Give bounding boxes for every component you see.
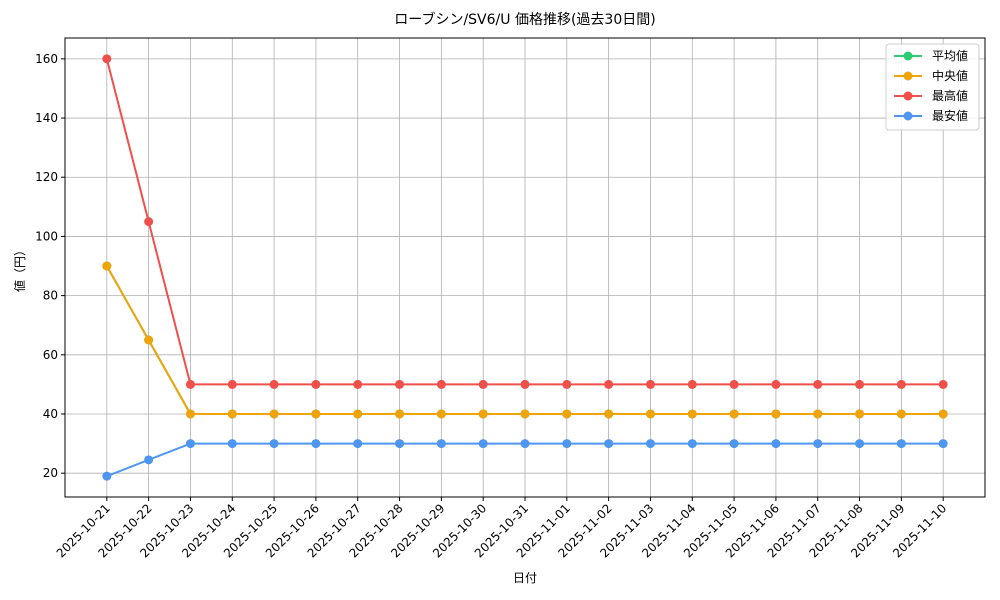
x-axis-label: 日付 [513,571,537,585]
data-point [269,439,279,449]
data-point [227,439,237,449]
legend-marker [903,71,913,81]
data-point [436,409,446,419]
y-tick-label: 80 [43,289,58,303]
data-point [813,439,823,449]
data-point [771,409,781,419]
data-point [395,409,405,419]
legend-box [885,43,980,131]
y-tick-label: 120 [35,170,58,184]
data-point [562,439,572,449]
data-point [771,439,781,449]
data-point [185,409,195,419]
data-point [520,409,530,419]
data-point [813,379,823,389]
data-point [604,379,614,389]
data-point [269,379,279,389]
data-point [395,379,405,389]
data-point [395,439,405,449]
y-axis-label: 値（円） [12,244,27,292]
legend-label: 最高値 [932,88,968,103]
data-point [896,439,906,449]
data-point [436,439,446,449]
data-point [604,439,614,449]
data-point [687,379,697,389]
data-point [353,379,363,389]
data-point [729,379,739,389]
data-point [311,439,321,449]
y-tick-label: 160 [35,52,58,66]
data-point [938,379,948,389]
data-point [478,379,488,389]
data-point [227,379,237,389]
y-tick-label: 60 [43,348,58,362]
data-point [144,455,154,465]
legend-label: 平均値 [932,48,968,63]
data-point [855,439,865,449]
data-point [562,409,572,419]
data-point [562,379,572,389]
data-point [813,409,823,419]
data-point [144,217,154,227]
data-point [227,409,237,419]
data-point [855,379,865,389]
chart-title: ローブシン/SV6/U 価格推移(過去30日間) [394,11,655,28]
data-point [269,409,279,419]
data-point [353,409,363,419]
y-tick-label: 100 [35,229,58,243]
y-tick-label: 40 [43,407,58,421]
data-point [729,409,739,419]
data-point [102,471,112,481]
data-point [896,409,906,419]
data-point [645,379,655,389]
legend-marker [903,91,913,101]
data-point [687,439,697,449]
plot-frame [64,37,986,498]
data-point [353,439,363,449]
legend-label: 中央値 [932,68,968,83]
legend-marker [903,111,913,121]
data-point [478,409,488,419]
data-point [604,409,614,419]
data-point [520,439,530,449]
data-point [478,439,488,449]
data-point [436,379,446,389]
data-point [771,379,781,389]
data-point [729,439,739,449]
data-point [938,439,948,449]
data-point [311,409,321,419]
y-tick-label: 140 [35,111,58,125]
data-point [645,409,655,419]
legend-marker [903,51,913,61]
data-point [102,261,112,271]
data-point [938,409,948,419]
data-point [855,409,865,419]
legend-label: 最安値 [932,108,968,123]
data-point [687,409,697,419]
data-point [645,439,655,449]
y-tick-label: 20 [43,466,58,480]
data-point [896,379,906,389]
data-point [102,54,112,64]
data-point [185,439,195,449]
data-point [144,335,154,345]
data-point [185,379,195,389]
data-point [311,379,321,389]
data-point [520,379,530,389]
